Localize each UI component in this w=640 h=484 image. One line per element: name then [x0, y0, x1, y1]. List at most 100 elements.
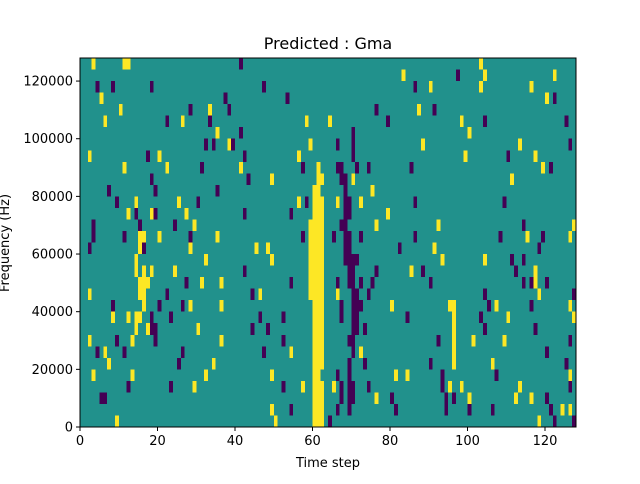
heatmap-cell-low	[351, 138, 356, 151]
heatmap-cell-high	[196, 323, 201, 335]
heatmap-cell-high	[142, 277, 146, 289]
heatmap-cell-high	[269, 369, 274, 381]
heatmap-cell-low	[347, 265, 352, 278]
heatmap-cell-low	[366, 380, 371, 393]
heatmap-cell-low	[432, 104, 437, 116]
heatmap-cell-low	[207, 115, 212, 128]
heatmap-cell-low	[122, 346, 127, 358]
heatmap-cell-low	[428, 357, 433, 370]
x-tick-label: 20	[149, 434, 166, 449]
heatmap-cell-low	[103, 392, 108, 404]
heatmap-cell-high	[320, 254, 325, 266]
heatmap-cell-low	[568, 138, 573, 151]
heatmap-cell-low	[359, 230, 363, 243]
heatmap-cell-low	[328, 415, 332, 427]
heatmap-cell-high	[421, 138, 425, 151]
heatmap-cell-high	[142, 230, 146, 243]
heatmap-cell-low	[111, 300, 115, 312]
heatmap-cell-low	[95, 346, 100, 358]
heatmap-cell-low	[355, 288, 359, 301]
heatmap-cell-low	[165, 288, 170, 301]
heatmap-cell-low	[111, 81, 115, 93]
heatmap-cell-high	[134, 265, 139, 278]
heatmap-cell-low	[153, 334, 158, 347]
heatmap-cell-high	[126, 311, 131, 324]
heatmap-cell-high	[320, 265, 325, 278]
heatmap-cell-high	[312, 380, 317, 393]
heatmap-cell-high	[463, 150, 468, 162]
heatmap-cell-high	[312, 392, 317, 404]
heatmap-cell-low	[351, 254, 356, 266]
heatmap-cell-low	[490, 403, 495, 416]
heatmap-cell-high	[320, 403, 325, 416]
heatmap-cell-low	[529, 300, 534, 312]
heatmap-cell-low	[483, 115, 487, 128]
heatmap-cell-low	[541, 230, 545, 243]
heatmap-cell-high	[459, 380, 464, 393]
heatmap-cell-low	[242, 265, 247, 278]
heatmap-cell-low	[494, 369, 499, 381]
heatmap-cell-low	[250, 323, 255, 335]
heatmap-cell-high	[320, 230, 325, 243]
heatmap-cell-low	[339, 300, 344, 312]
heatmap-cell-low	[521, 219, 526, 231]
heatmap-cell-low	[343, 196, 348, 208]
heatmap-cell-low	[347, 230, 352, 243]
heatmap-cell-low	[483, 323, 487, 335]
x-tick-label: 0	[76, 434, 84, 449]
heatmap-cell-low	[506, 150, 511, 162]
heatmap-cell-low	[126, 380, 131, 393]
heatmap-cell-high	[316, 369, 321, 381]
heatmap-cell-low	[351, 277, 356, 289]
heatmap-cell-high	[273, 415, 278, 427]
heatmap-cell-low	[335, 277, 340, 289]
heatmap-cell-low	[242, 150, 247, 162]
heatmap-cell-high	[316, 392, 321, 404]
heatmap-cell-high	[452, 311, 456, 324]
heatmap-cell-low	[281, 380, 286, 393]
heatmap-cell-high	[289, 346, 294, 358]
heatmap-cell-low	[370, 277, 375, 289]
heatmap-cell-low	[339, 173, 344, 185]
heatmap-cell-low	[529, 277, 534, 289]
heatmap-cell-low	[347, 334, 352, 347]
y-tick-label: 20000	[32, 363, 73, 378]
heatmap-cell-high	[312, 369, 317, 381]
heatmap-cell-high	[537, 288, 542, 301]
heatmap-cell-high	[219, 334, 224, 347]
heatmap-cell-low	[145, 150, 150, 162]
heatmap-cell-low	[347, 403, 352, 416]
heatmap-cell-high	[452, 300, 456, 312]
heatmap-cell-high	[138, 277, 142, 289]
heatmap-cell-low	[149, 81, 154, 93]
heatmap-cell-low	[548, 403, 553, 416]
heatmap-cell-low	[444, 403, 449, 416]
heatmap-cell-low	[180, 346, 185, 358]
heatmap-cell-high	[207, 104, 212, 116]
heatmap-cell-low	[238, 58, 243, 70]
heatmap-cell-low	[138, 219, 142, 231]
heatmap-cell-high	[269, 403, 274, 416]
heatmap-cell-low	[355, 161, 359, 174]
heatmap-cell-low	[339, 161, 344, 174]
heatmap-cell-high	[316, 207, 321, 220]
heatmap-cell-high	[510, 173, 514, 185]
heatmap-cell-high	[308, 230, 313, 243]
heatmap-cell-high	[316, 403, 321, 416]
heatmap-cell-low	[351, 300, 356, 312]
heatmap-cell-low	[362, 323, 367, 335]
heatmap-cell-high	[483, 69, 487, 82]
heatmap-cell-high	[134, 323, 139, 335]
heatmap-cell-high	[192, 219, 197, 231]
heatmap-cell-low	[262, 346, 266, 358]
heatmap-cell-high	[541, 161, 545, 174]
x-tick-label: 40	[227, 434, 244, 449]
x-axis: 0 20 40 60 80 100 120	[76, 427, 557, 449]
y-tick-label: 100000	[23, 132, 73, 147]
heatmap-cell-low	[359, 277, 363, 289]
heatmap-cell-high	[99, 92, 104, 105]
heatmap-cell-high	[320, 311, 325, 324]
heatmap-cell-low	[262, 81, 266, 93]
heatmap-cell-low	[366, 161, 371, 174]
